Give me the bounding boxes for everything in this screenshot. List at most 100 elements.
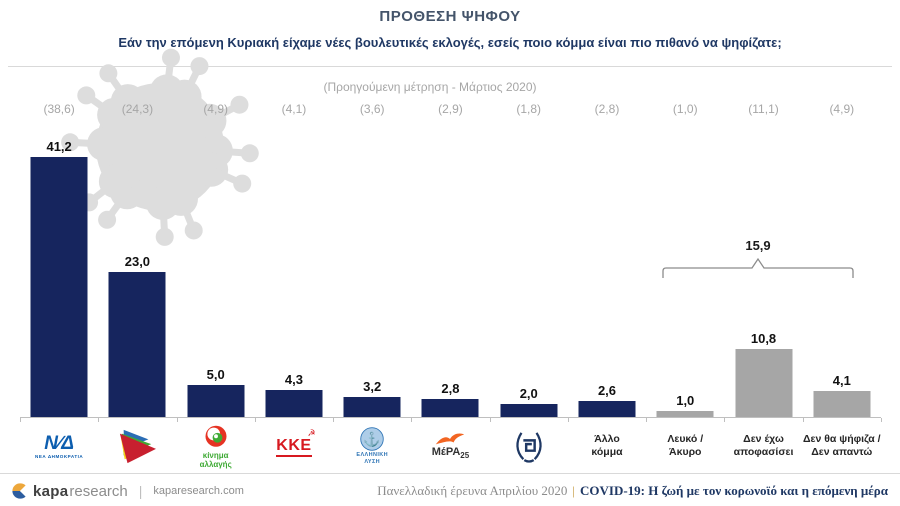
bar-value-label: 23,0 bbox=[124, 254, 151, 269]
footer-separator: | bbox=[572, 483, 576, 498]
axis-tick bbox=[489, 418, 491, 422]
party-logo-kke: ☭ ΚΚΕ bbox=[255, 421, 333, 471]
bar-value-label: 2,0 bbox=[519, 386, 538, 401]
party-logo-mera25: ΜέΡΑ25 bbox=[411, 421, 489, 471]
axis-tick bbox=[333, 418, 335, 422]
x-axis bbox=[20, 417, 882, 422]
party-logo-nea-dimokratia: Ν∕Δ ΝΕΑ ΔΗΜΟΚΡΑΤΙΑ bbox=[35, 432, 84, 459]
party-logo-syriza bbox=[98, 421, 176, 471]
footer-divider bbox=[0, 473, 900, 474]
report-title: COVID-19: Η ζωή με τον κορωνοϊό και η επ… bbox=[580, 483, 888, 498]
kapa-research-logo-icon bbox=[12, 483, 28, 499]
bar-column: 2,8 bbox=[411, 0, 489, 417]
prev-value-label: (3,6) bbox=[359, 102, 385, 116]
bar-kinima-allagis bbox=[187, 385, 245, 417]
brand-separator: | bbox=[138, 483, 143, 499]
bar-column: 3,2 bbox=[333, 0, 411, 417]
bar-column: 4,1 bbox=[803, 0, 881, 417]
syriza-logo-icon bbox=[120, 429, 157, 464]
bar-value-label: 1,0 bbox=[676, 393, 695, 408]
prev-value-label: (4,9) bbox=[829, 102, 855, 116]
axis-tick bbox=[646, 418, 648, 422]
bar-column: 4,3 bbox=[255, 0, 333, 417]
coronavirus-watermark bbox=[61, 48, 259, 246]
bracket-annotation bbox=[662, 257, 854, 278]
bar-column: 23,0 bbox=[98, 0, 176, 417]
bar-value-label: 41,2 bbox=[46, 139, 72, 154]
bar-syriza bbox=[108, 272, 166, 417]
elliniki-lysi-logo-icon: ⚓ bbox=[360, 427, 384, 452]
prev-value-label: (11,1) bbox=[748, 102, 779, 116]
bracket-total-label: 15,9 bbox=[745, 238, 771, 253]
bar-column: 10,8 bbox=[724, 0, 802, 417]
survey-name: Πανελλαδική έρευνα Απριλίου 2020 bbox=[377, 483, 568, 498]
prev-value-label: (38,6) bbox=[43, 102, 75, 116]
category-label-allo-komma: Άλλο κόμμα bbox=[591, 433, 623, 458]
bar-leyko-akyro bbox=[656, 411, 714, 417]
category-labels-row: Ν∕Δ ΝΕΑ ΔΗΜΟΚΡΑΤΙΑ κίνημα αλλαγής ☭ ΚΚΕ ⚓… bbox=[20, 421, 881, 471]
bar-elliniki-lysi bbox=[343, 397, 401, 417]
axis-tick bbox=[567, 418, 569, 422]
bar-value-label: 5,0 bbox=[206, 367, 225, 382]
page-title: ΠΡΟΘΕΣΗ ΨΗΦΟΥ bbox=[379, 8, 521, 25]
bar-allo-komma bbox=[578, 401, 636, 417]
axis-tick bbox=[98, 418, 100, 422]
prev-value-label: (4,9) bbox=[203, 102, 228, 116]
bar-value-label: 2,8 bbox=[441, 381, 460, 396]
bar-kke bbox=[265, 390, 323, 417]
brand-name-light: research bbox=[69, 482, 128, 500]
bar-den-exo-apofasisei bbox=[735, 349, 793, 417]
header-divider bbox=[8, 66, 892, 67]
prev-value-label: (2,8) bbox=[594, 102, 620, 116]
footer-survey-block: Πανελλαδική έρευνα Απριλίου 2020 | COVID-1… bbox=[377, 483, 888, 499]
axis-tick bbox=[176, 418, 178, 422]
category-label-leyko-akyro: Λευκό / Άκυρο bbox=[667, 433, 704, 458]
axis-tick bbox=[802, 418, 804, 422]
bar-value-label: 4,1 bbox=[832, 373, 851, 388]
bar-column: 41,2 bbox=[20, 0, 98, 417]
bar-value-label: 2,6 bbox=[597, 383, 617, 398]
axis-tick bbox=[254, 418, 256, 422]
bar-column: 2,6 bbox=[568, 0, 646, 417]
bar-column: 1,0 bbox=[646, 0, 724, 417]
bar-chart: 41,2 23,0 5,0 4,3 3,2 2,8 2,0 2,6 1,0 10,8 4,1 bbox=[20, 0, 881, 417]
mera25-bird-icon bbox=[436, 433, 465, 445]
svg-text:⚓: ⚓ bbox=[364, 432, 381, 449]
prev-value-label: (24,3) bbox=[121, 102, 154, 116]
nd-logo-icon: Ν∕Δ bbox=[44, 432, 74, 454]
bar-value-label: 3,2 bbox=[363, 379, 382, 394]
brand-name-bold: kapa bbox=[33, 482, 69, 500]
axis-tick bbox=[724, 418, 726, 422]
axis-tick bbox=[411, 418, 413, 422]
previous-measurement-note: (Προηγούμενη μέτρηση - Μάρτιος 2020) bbox=[323, 80, 537, 94]
brand-website: kaparesearch.com bbox=[153, 485, 244, 497]
prev-value-label: (1,8) bbox=[516, 102, 542, 116]
kke-logo-icon: ☭ ΚΚΕ bbox=[276, 429, 316, 457]
prev-value-label: (2,9) bbox=[438, 102, 463, 116]
bar-column: 5,0 bbox=[177, 0, 255, 417]
party-logo-elliniki-lysi: ⚓ ΕΛΛΗΝΙΚΗ ΛΥΣΗ bbox=[333, 421, 411, 471]
category-label-den-tha-psifiza: Δεν θα ψήφιζα / Δεν απαντώ bbox=[802, 433, 881, 458]
page-subtitle: Εάν την επόμενη Κυριακή είχαμε νέες βουλ… bbox=[118, 35, 782, 50]
bar-mera25 bbox=[421, 399, 479, 417]
bar-chrysi-avgi bbox=[500, 404, 558, 417]
bar-den-tha-psifiza bbox=[813, 391, 871, 417]
bar-value-label: 10,8 bbox=[750, 331, 777, 346]
previous-values-row: (38,6) (24,3) (4,9) (4,1) (3,6) (2,9) (1,8) (2,… bbox=[20, 102, 881, 116]
bar-column: 2,0 bbox=[490, 0, 568, 417]
party-logo-chrysi-avgi bbox=[490, 421, 568, 471]
hammer-sickle-icon: ☭ bbox=[307, 428, 316, 438]
footer: kapa research | kaparesearch.com Πανελλαδ… bbox=[0, 477, 900, 505]
wreath-meander-logo-icon bbox=[516, 432, 542, 463]
prev-value-label: (1,0) bbox=[672, 102, 698, 116]
party-logo-kinima-allagis: κίνημα αλλαγής bbox=[177, 421, 255, 471]
kinima-allagis-logo-icon bbox=[205, 425, 227, 447]
axis-tick bbox=[881, 418, 882, 422]
bar-value-label: 4,3 bbox=[284, 372, 303, 387]
prev-value-label: (4,1) bbox=[281, 102, 307, 116]
axis-tick bbox=[20, 418, 21, 422]
brand-block: kapa research | kaparesearch.com bbox=[12, 483, 244, 500]
category-label-den-exo-apofasisei: Δεν έχω αποφασίσει bbox=[733, 433, 794, 458]
bar-nea-dimokratia bbox=[30, 157, 88, 417]
